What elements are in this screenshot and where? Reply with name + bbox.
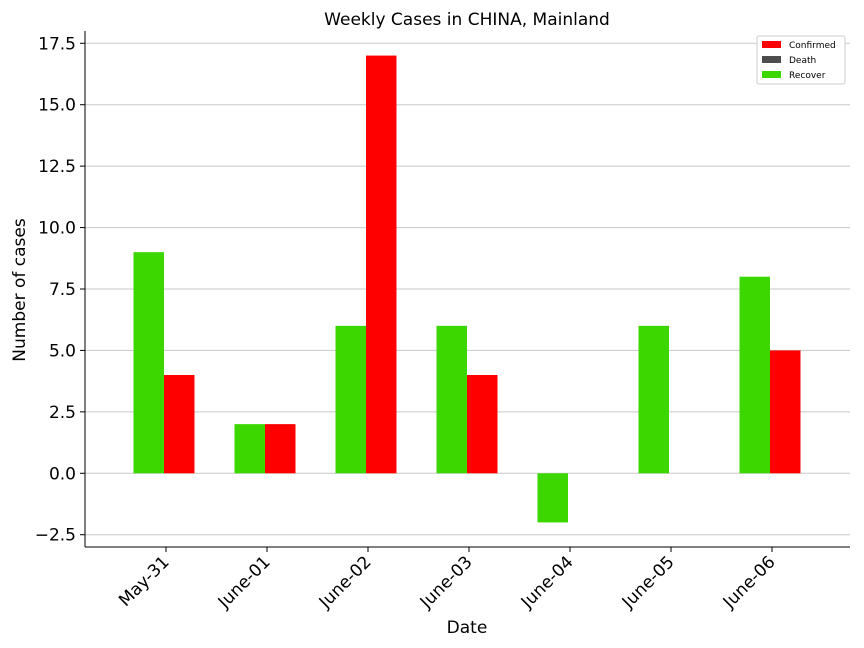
legend-label: Recover (789, 71, 826, 81)
y-tick-label: 17.5 (38, 34, 76, 54)
x-tick-label: June-06 (719, 552, 780, 613)
x-tick-label: May-31 (115, 552, 173, 610)
y-tick-label: 0.0 (49, 464, 76, 484)
x-tick-label: June-04 (517, 552, 578, 613)
bar-confirmed (467, 375, 498, 474)
bar-recover (436, 325, 467, 474)
y-tick-label: 5.0 (49, 341, 76, 361)
x-tick-label: June-01 (214, 552, 275, 613)
y-tick-label: −2.5 (35, 526, 76, 546)
bars (133, 55, 801, 523)
y-axis-label: Number of cases (10, 218, 30, 362)
x-tick-label: June-03 (416, 552, 477, 613)
bar-recover (234, 424, 265, 474)
bar-recover (335, 325, 366, 474)
bar-recover (537, 473, 568, 523)
x-tick-label: June-02 (315, 552, 376, 613)
bar-recover (739, 276, 770, 474)
bar-confirmed (366, 55, 397, 474)
legend-swatch (762, 71, 781, 78)
y-tick-label: 10.0 (38, 219, 76, 239)
y-tick-label: 7.5 (49, 280, 76, 300)
bar-confirmed (164, 375, 195, 474)
bar-confirmed (770, 350, 801, 474)
x-axis-ticks: May-31 June-01 June-02 June-03 June-04 June-0… (115, 547, 780, 613)
bar-recover (133, 252, 164, 474)
grid-lines (85, 42, 850, 536)
y-axis-ticks: −2.5 0.0 2.5 5.0 7.5 10.0 12.5 15.0 17.5 (35, 34, 85, 546)
bar-confirmed (265, 424, 296, 474)
legend: Confirmed Death Recover (756, 35, 846, 85)
legend-swatch (762, 56, 781, 63)
x-axis-label: Date (447, 618, 488, 638)
legend-label: Confirmed (789, 41, 836, 51)
chart-title: Weekly Cases in CHINA, Mainland (324, 10, 610, 30)
y-tick-label: 12.5 (38, 157, 76, 177)
y-tick-label: 15.0 (38, 96, 76, 116)
bar-recover (638, 325, 669, 474)
x-tick-label: June-05 (618, 552, 679, 613)
legend-label: Death (789, 56, 816, 66)
y-tick-label: 2.5 (49, 403, 76, 423)
legend-swatch (762, 41, 781, 48)
